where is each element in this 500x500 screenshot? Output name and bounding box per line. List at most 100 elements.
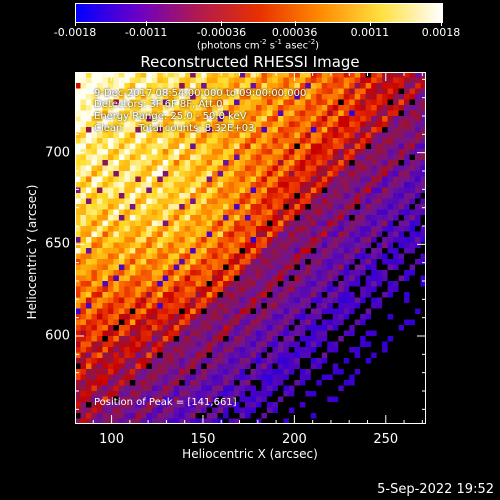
heatmap-cell (393, 347, 399, 353)
heatmap-cell (113, 121, 120, 128)
heatmap-cell (239, 308, 246, 315)
heatmap-cell (255, 303, 262, 309)
heatmap-cell (201, 204, 208, 210)
heatmap-cell (409, 402, 416, 408)
heatmap-cell (409, 171, 416, 177)
heatmap-cell (91, 275, 98, 282)
heatmap-cell (140, 77, 147, 84)
heatmap-cell (283, 209, 290, 216)
heatmap-cell (190, 237, 197, 243)
heatmap-cell (239, 275, 246, 282)
heatmap-cell (272, 226, 279, 232)
heatmap-cell (266, 286, 273, 293)
heatmap-cell (80, 226, 87, 232)
heatmap-cell (173, 358, 180, 364)
heatmap-cell (420, 391, 426, 397)
heatmap-cell (140, 83, 147, 89)
heatmap-cell (239, 171, 246, 177)
heatmap-cell (228, 105, 235, 111)
heatmap-cell (228, 154, 235, 161)
heatmap-cell (382, 341, 389, 348)
heatmap-cell (124, 187, 131, 194)
heatmap-cell (415, 220, 421, 227)
heatmap-cell (294, 363, 301, 370)
heatmap-cell (382, 347, 389, 353)
heatmap-cell (157, 385, 164, 392)
heatmap-cell (217, 330, 224, 337)
heatmap-cell (354, 237, 361, 243)
heatmap-cell (96, 121, 103, 128)
heatmap-cell (288, 94, 295, 100)
heatmap-cell (245, 77, 251, 84)
heatmap-cell (360, 319, 367, 326)
heatmap-cell (343, 204, 350, 210)
heatmap-cell (272, 402, 279, 408)
heatmap-cell (228, 94, 235, 100)
colorbar-tick-label: 0.0011 (350, 26, 390, 39)
heatmap-cell (206, 110, 213, 117)
heatmap-cell (343, 105, 350, 111)
heatmap-cell (239, 116, 246, 122)
heatmap-cell (371, 99, 378, 106)
heatmap-cell (228, 149, 235, 155)
heatmap-cell (415, 275, 421, 282)
heatmap-cell (124, 138, 131, 144)
heatmap-cell (212, 308, 218, 315)
heatmap-cell (376, 270, 383, 276)
heatmap-cell (96, 281, 103, 287)
heatmap-cell (365, 303, 372, 309)
heatmap-cell (107, 72, 114, 78)
heatmap-cell (261, 105, 268, 111)
heatmap-cell (217, 275, 224, 282)
heatmap-cell (354, 330, 361, 337)
heatmap-cell (327, 237, 334, 243)
heatmap-cell (387, 176, 394, 183)
heatmap-cell (299, 160, 306, 166)
heatmap-cell (223, 72, 229, 78)
heatmap-cell (96, 363, 103, 370)
heatmap-cell (420, 127, 426, 133)
heatmap-cell (382, 259, 389, 265)
heatmap-cell (96, 264, 103, 271)
heatmap-cell (387, 105, 394, 111)
heatmap-cell (299, 154, 306, 161)
heatmap-cell (107, 220, 114, 227)
heatmap-cell (75, 352, 81, 359)
heatmap-cell (310, 259, 317, 265)
heatmap-cell (255, 121, 262, 128)
heatmap-cell (327, 347, 334, 353)
heatmap-cell (349, 248, 356, 254)
heatmap-cell (124, 286, 131, 293)
heatmap-cell (113, 319, 120, 326)
heatmap-cell (184, 336, 191, 342)
heatmap-cell (234, 308, 240, 315)
heatmap-cell (124, 347, 131, 353)
heatmap-cell (398, 198, 405, 205)
heatmap-cell (288, 171, 295, 177)
heatmap-cell (223, 204, 229, 210)
heatmap-cell (245, 270, 251, 276)
heatmap-cell (404, 418, 410, 424)
heatmap-cell (365, 347, 372, 353)
heatmap-cell (80, 110, 87, 117)
heatmap-cell (310, 418, 317, 424)
heatmap-cell (415, 127, 421, 133)
heatmap-cell (168, 270, 175, 276)
heatmap-cell (162, 264, 169, 271)
heatmap-cell (321, 99, 328, 106)
heatmap-cell (305, 292, 312, 298)
heatmap-cell (338, 286, 345, 293)
heatmap-cell (382, 308, 389, 315)
heatmap-cell (294, 182, 301, 188)
heatmap-cell (168, 127, 175, 133)
heatmap-cell (349, 259, 356, 265)
heatmap-cell (173, 204, 180, 210)
heatmap-cell (415, 396, 421, 403)
heatmap-cell (266, 77, 273, 84)
heatmap-cell (409, 83, 416, 89)
heatmap-cell (223, 105, 229, 111)
heatmap-cell (91, 237, 98, 243)
heatmap-cell (321, 132, 328, 139)
heatmap-cell (85, 286, 92, 293)
heatmap-cell (332, 407, 339, 414)
